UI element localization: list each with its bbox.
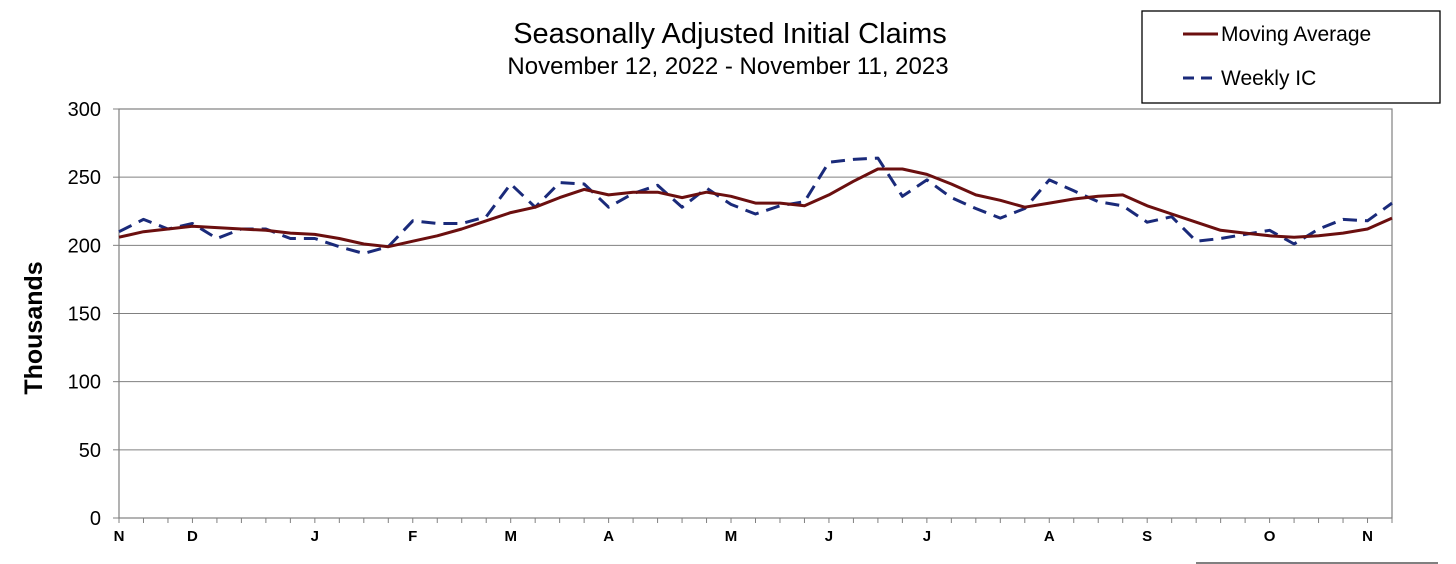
series-line-weekly-ic xyxy=(118,156,1393,255)
y-axis-label: Thousands xyxy=(20,261,48,394)
y-axis-ticks: 0 50 100 150 200 250 300 xyxy=(68,99,119,530)
x-tick-label: A xyxy=(603,528,614,545)
chart-subtitle: November 12, 2022 - November 11, 2023 xyxy=(507,53,948,80)
x-tick-label: F xyxy=(408,528,417,545)
y-tick-label: 300 xyxy=(68,99,101,121)
x-tick-label: M xyxy=(504,528,517,545)
series-lines xyxy=(118,156,1393,255)
chart-title: Seasonally Adjusted Initial Claims xyxy=(513,18,947,50)
y-tick-label: 200 xyxy=(68,235,101,257)
x-tick-label: A xyxy=(1044,528,1055,545)
legend-label-moving-average: Moving Average xyxy=(1221,23,1371,46)
x-tick-label: N xyxy=(1362,528,1373,545)
legend-box xyxy=(1141,10,1441,104)
y-tick-label: 250 xyxy=(68,167,101,189)
x-tick-label: D xyxy=(187,528,198,545)
x-tick-label: J xyxy=(311,528,319,545)
y-tick-label: 100 xyxy=(68,372,101,394)
gridlines xyxy=(119,176,1392,451)
x-tick-label: S xyxy=(1142,528,1152,545)
y-tick-label: 0 xyxy=(90,508,101,530)
x-tick-label: O xyxy=(1264,528,1276,545)
y-tick-label: 50 xyxy=(79,440,101,462)
x-tick-label: M xyxy=(725,528,738,545)
x-tick-label: J xyxy=(825,528,833,545)
x-tick-label: N xyxy=(114,528,125,545)
y-tick-label: 150 xyxy=(68,304,101,326)
series-line-moving-average xyxy=(118,167,1393,249)
legend-label-weekly-ic: Weekly IC xyxy=(1221,67,1316,90)
x-tick-label: J xyxy=(923,528,931,545)
legend: Moving Average Weekly IC xyxy=(1141,10,1441,104)
